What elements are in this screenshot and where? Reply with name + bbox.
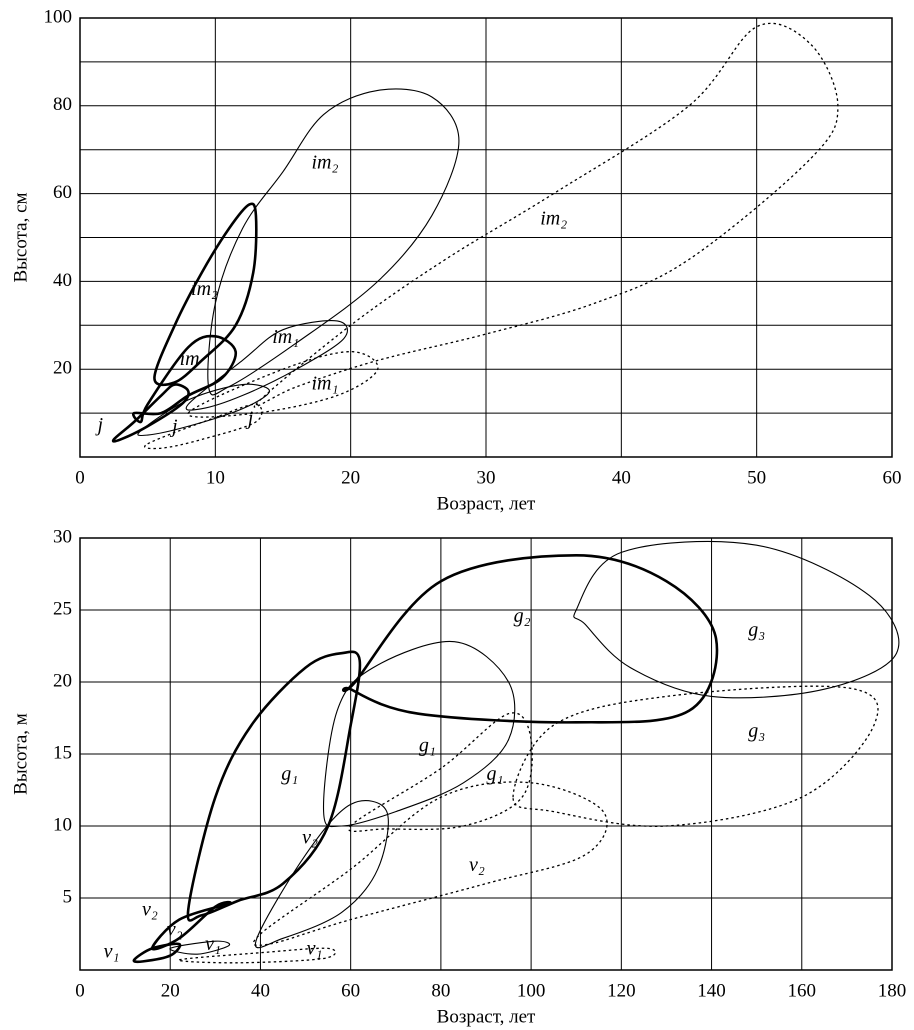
y-tick-label: 15 — [53, 742, 72, 763]
region-outline — [111, 383, 190, 443]
x-tick-label: 120 — [607, 980, 636, 1001]
region-outline — [150, 900, 232, 951]
region-label: v₂ — [302, 827, 318, 849]
x-tick-label: 0 — [75, 467, 85, 488]
region-label: g₃ — [748, 720, 765, 742]
region-label: im₂ — [540, 208, 567, 230]
region-label: im₁ — [272, 326, 299, 348]
y-tick-label: 60 — [53, 182, 72, 203]
y-tick-label: 30 — [53, 526, 72, 547]
x-axis-label: Возраст, лет — [437, 493, 536, 514]
region-label: v₁ — [104, 940, 120, 962]
region-label: v₂ — [142, 899, 158, 921]
region-outline — [207, 88, 460, 396]
x-tick-label: 30 — [477, 467, 496, 488]
region-label: g₁ — [487, 763, 504, 785]
y-tick-label: 20 — [53, 670, 72, 691]
region-label: j — [95, 414, 104, 436]
x-tick-label: 40 — [251, 980, 270, 1001]
x-tick-label: 80 — [431, 980, 450, 1001]
region-label: im — [180, 348, 200, 370]
region-label: j — [169, 416, 178, 438]
y-tick-label: 80 — [53, 94, 72, 115]
x-tick-label: 40 — [612, 467, 631, 488]
region-outline — [185, 320, 348, 411]
region-outline — [512, 685, 879, 827]
y-tick-label: 5 — [63, 886, 73, 907]
region-outline — [178, 947, 337, 964]
region-label: v₂ — [167, 919, 183, 941]
x-tick-label: 60 — [883, 467, 902, 488]
region-outline — [348, 712, 533, 832]
x-axis-label: Возраст, лет — [437, 1006, 536, 1027]
region-label: v₁ — [205, 933, 221, 955]
x-tick-label: 50 — [747, 467, 766, 488]
region-outline — [153, 202, 258, 387]
region-label: g₂ — [514, 605, 531, 627]
region-label: im₁ — [311, 373, 338, 395]
region-label: v₁ — [307, 937, 323, 959]
region-label: g₁ — [281, 763, 298, 785]
x-tick-label: 100 — [517, 980, 546, 1001]
region-label: im₂ — [311, 151, 338, 173]
region-outline — [573, 540, 900, 699]
plot-frame — [79, 17, 893, 458]
y-axis-label: Высота, м — [10, 713, 31, 795]
x-tick-label: 140 — [697, 980, 726, 1001]
y-tick-label: 10 — [53, 814, 72, 835]
y-tick-label: 100 — [44, 6, 73, 27]
y-tick-label: 25 — [53, 598, 72, 619]
y-tick-label: 20 — [53, 358, 72, 379]
region-outline — [187, 350, 379, 418]
x-tick-label: 160 — [788, 980, 817, 1001]
region-outline — [186, 650, 362, 922]
region-label: im₂ — [191, 278, 218, 300]
x-tick-label: 20 — [161, 980, 180, 1001]
region-label: v₂ — [469, 854, 485, 876]
x-tick-label: 20 — [341, 467, 360, 488]
region-outline — [132, 942, 182, 964]
region-outline — [252, 781, 608, 946]
region-outline — [323, 640, 516, 828]
region-outline — [254, 800, 389, 949]
region-outline — [253, 22, 839, 408]
x-tick-label: 0 — [75, 980, 85, 1001]
x-tick-label: 60 — [341, 980, 360, 1001]
region-outline — [132, 334, 237, 424]
y-axis-label: Высота, см — [10, 192, 31, 282]
region-label: g₁ — [419, 734, 436, 756]
plot-frame — [79, 537, 893, 971]
x-tick-label: 180 — [878, 980, 907, 1001]
region-label: j — [245, 408, 254, 430]
region-outline — [144, 403, 263, 450]
y-tick-label: 40 — [53, 270, 72, 291]
region-outline — [169, 940, 231, 955]
region-label: g₃ — [748, 619, 765, 641]
region-outline — [342, 553, 719, 724]
x-tick-label: 10 — [206, 467, 225, 488]
